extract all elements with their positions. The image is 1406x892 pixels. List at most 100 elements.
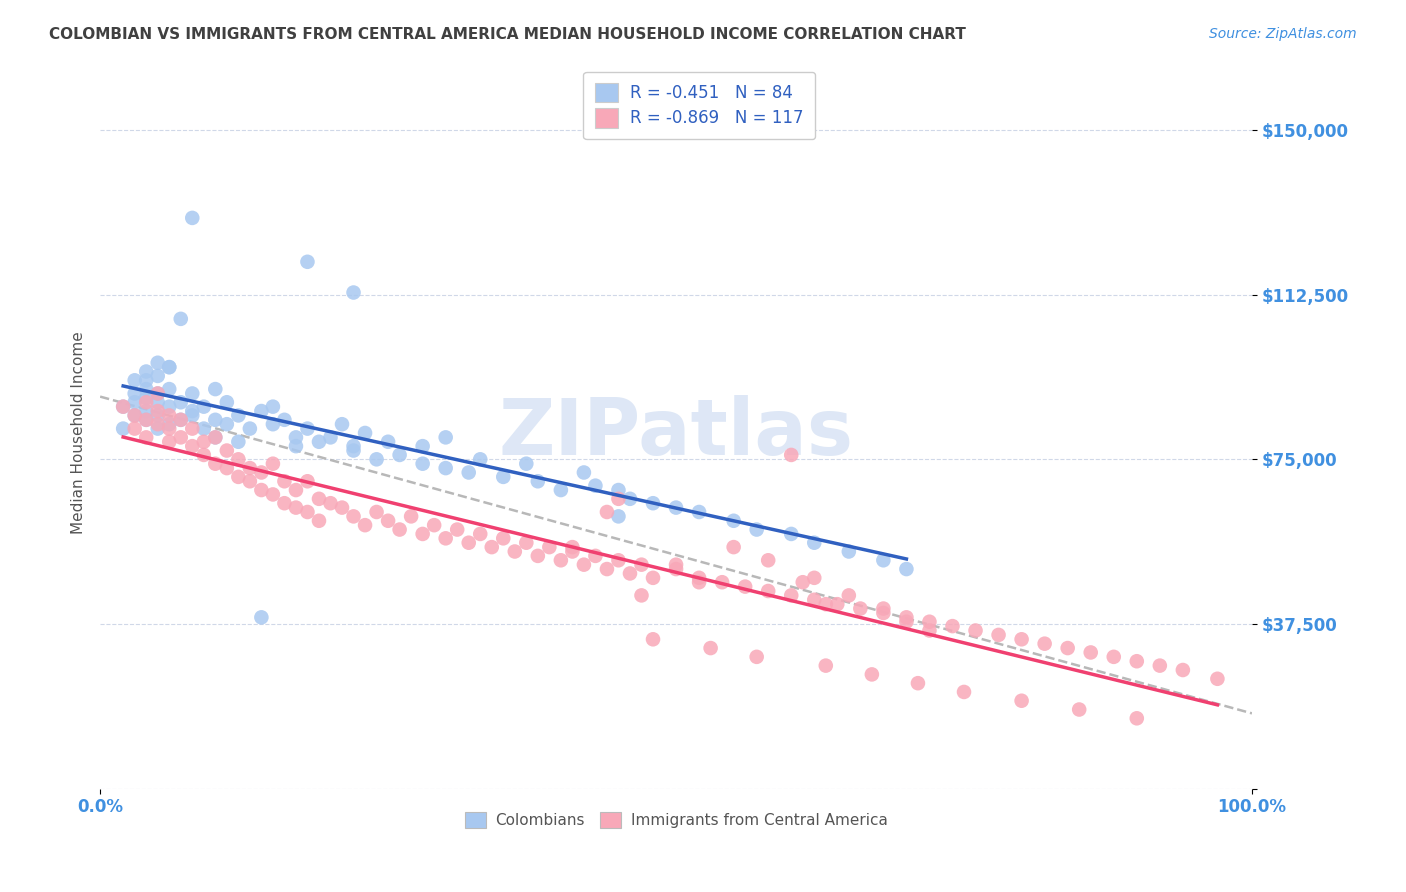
Point (157, 417, 180, 432)
Point (330, 417, 353, 432)
Point (215, 417, 238, 432)
Point (688, 575, 710, 590)
Point (284, 500, 307, 515)
Point (561, 540, 583, 554)
Point (561, 544, 583, 558)
Point (583, 549, 606, 563)
Point (273, 496, 295, 510)
Y-axis label: Median Household Income: Median Household Income (72, 332, 86, 534)
Point (297, 421, 319, 435)
Point (723, 514, 745, 528)
Point (215, 461, 238, 475)
Point (607, 553, 630, 567)
Point (572, 558, 595, 572)
Point (745, 523, 768, 537)
Point (838, 588, 860, 602)
Point (423, 518, 446, 533)
Point (146, 395, 169, 409)
Point (457, 535, 479, 549)
Point (780, 448, 803, 462)
Point (641, 632, 664, 647)
Point (711, 575, 734, 590)
Point (157, 400, 180, 414)
Point (814, 597, 837, 611)
Point (170, 413, 193, 427)
Point (273, 475, 295, 489)
Point (262, 417, 284, 432)
Point (342, 509, 364, 524)
Point (550, 483, 572, 497)
Point (492, 532, 515, 546)
Point (250, 404, 273, 418)
Point (849, 601, 872, 615)
Point (607, 509, 630, 524)
Point (366, 452, 388, 467)
Point (135, 395, 157, 409)
Point (135, 365, 157, 379)
Point (157, 434, 180, 449)
Point (745, 649, 768, 664)
Point (434, 461, 457, 475)
Point (124, 421, 146, 435)
Point (135, 391, 157, 405)
Point (262, 487, 284, 501)
Point (827, 597, 849, 611)
Point (157, 360, 180, 375)
Point (297, 505, 319, 519)
Point (1056, 641, 1078, 656)
Point (215, 395, 238, 409)
Point (228, 452, 250, 467)
Point (641, 496, 664, 510)
Point (124, 373, 146, 387)
Point (135, 430, 157, 444)
Point (641, 571, 664, 585)
Point (872, 606, 894, 620)
Point (896, 615, 918, 629)
Point (838, 544, 860, 558)
Point (124, 386, 146, 401)
Point (434, 532, 457, 546)
Point (215, 443, 238, 458)
Point (204, 457, 226, 471)
Point (146, 421, 169, 435)
Point (193, 434, 215, 449)
Point (412, 527, 434, 541)
Point (157, 409, 180, 423)
Point (146, 409, 169, 423)
Point (1206, 672, 1229, 686)
Point (297, 475, 319, 489)
Point (1011, 632, 1033, 647)
Point (146, 404, 169, 418)
Point (284, 430, 307, 444)
Point (803, 571, 825, 585)
Point (918, 615, 941, 629)
Point (262, 457, 284, 471)
Point (527, 475, 550, 489)
Point (146, 417, 169, 432)
Point (1102, 649, 1125, 664)
Point (112, 400, 135, 414)
Point (792, 575, 814, 590)
Point (135, 373, 157, 387)
Point (412, 439, 434, 453)
Point (157, 382, 180, 396)
Point (354, 518, 377, 533)
Point (527, 549, 550, 563)
Point (756, 553, 779, 567)
Point (308, 514, 330, 528)
Text: Source: ZipAtlas.com: Source: ZipAtlas.com (1209, 27, 1357, 41)
Point (146, 386, 169, 401)
Point (204, 413, 226, 427)
Point (181, 404, 204, 418)
Point (699, 641, 721, 656)
Point (181, 211, 204, 225)
Point (780, 588, 803, 602)
Point (630, 558, 652, 572)
Point (388, 448, 411, 462)
Point (515, 457, 537, 471)
Point (354, 425, 377, 440)
Point (1080, 645, 1102, 659)
Point (503, 544, 526, 558)
Point (366, 505, 388, 519)
Point (619, 491, 641, 506)
